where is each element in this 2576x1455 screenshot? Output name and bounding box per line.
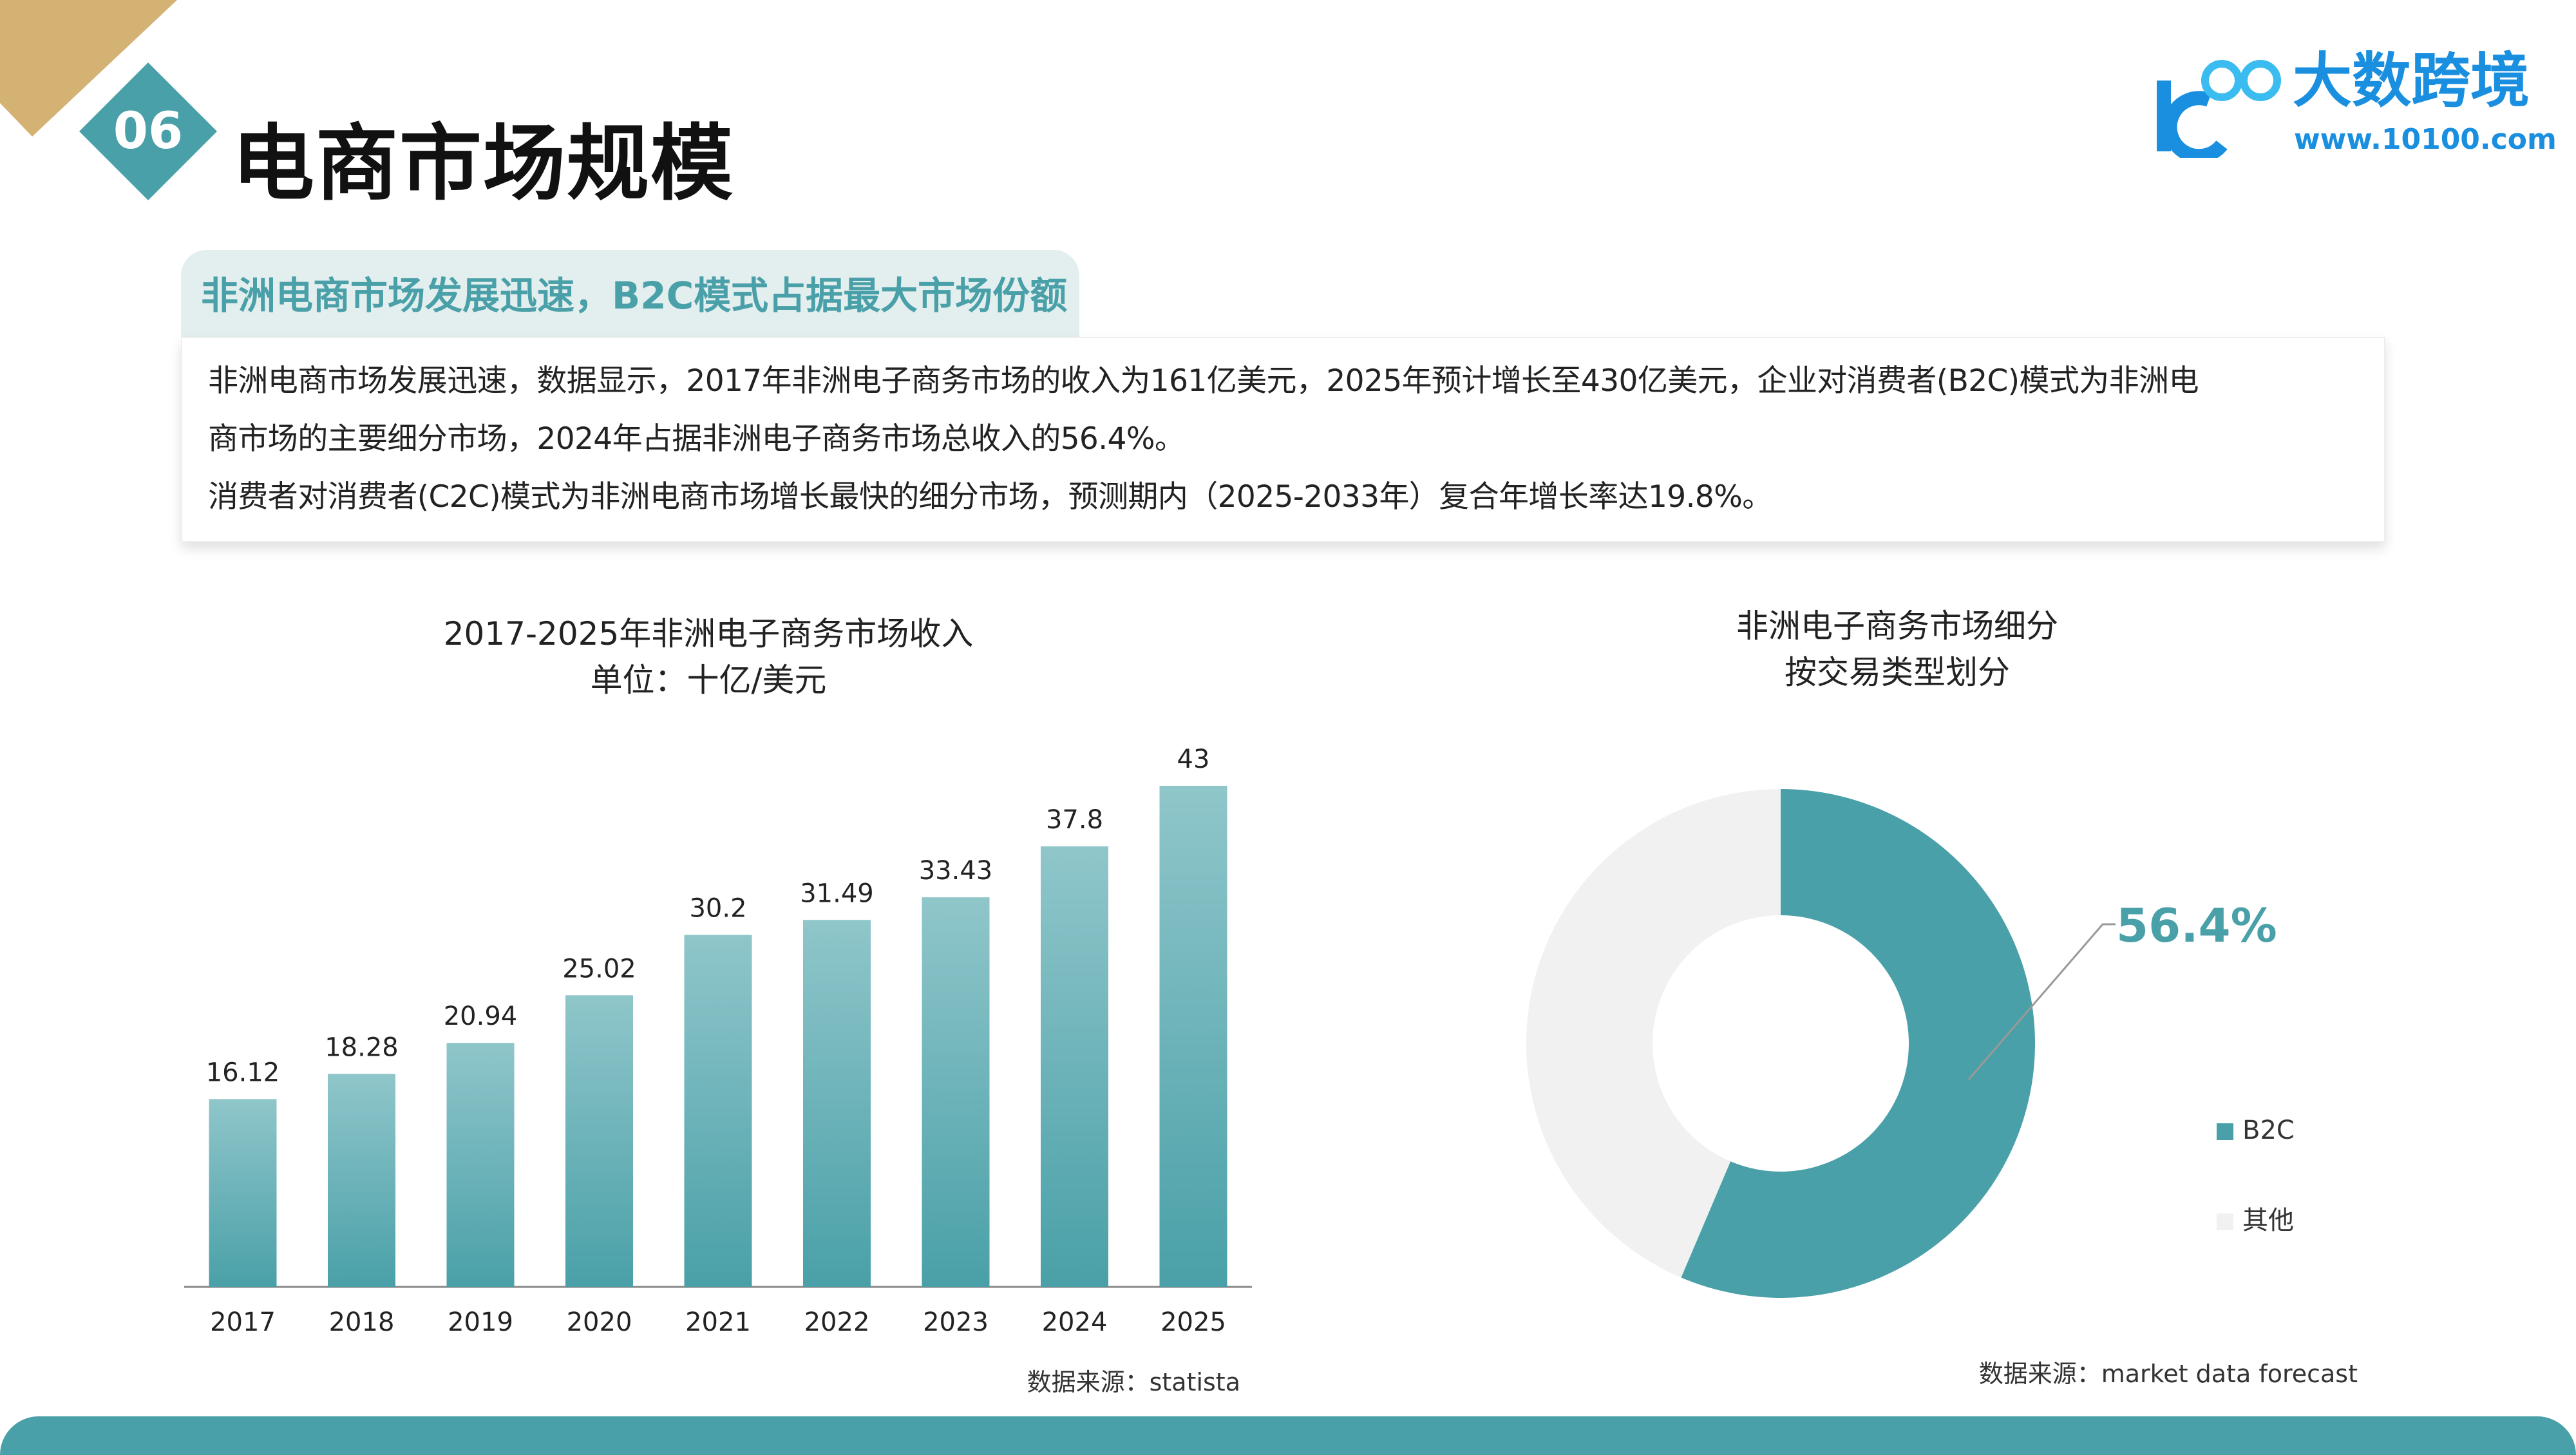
bar-2021: [684, 935, 752, 1287]
legend-swatch: [2217, 1213, 2233, 1230]
section-badge-diamond: [79, 62, 217, 200]
page-title: 电商市场规模: [232, 116, 735, 212]
bar-value-label: 43: [1177, 745, 1210, 774]
corner-decoration: [0, 0, 177, 137]
x-tick-label: 2020: [567, 1308, 632, 1337]
bar-2022: [803, 920, 871, 1287]
bar-value-label: 37.8: [1046, 805, 1103, 835]
logo-name: 大数跨境: [2293, 46, 2530, 115]
bar-2025: [1159, 786, 1227, 1287]
bar-2020: [565, 995, 633, 1287]
legend-label: B2C: [2242, 1116, 2295, 1145]
legend-other: 其他: [2217, 1199, 2294, 1237]
donut-chart-subtitle: 按交易类型划分: [1785, 654, 2010, 691]
bar-2024: [1041, 846, 1108, 1287]
donut-chart-title: 非洲电子商务市场细分: [1736, 607, 2058, 645]
b2c-percent-label: 56.4%: [2116, 899, 2277, 953]
bar-2017: [209, 1099, 277, 1287]
donut-slice-other: [1526, 789, 1781, 1278]
bar-value-label: 18.28: [325, 1032, 399, 1062]
x-tick-label: 2017: [210, 1308, 276, 1337]
summary-box: 非洲电商市场发展迅速，数据显示，2017年非洲电子商务市场的收入为161亿美元，…: [181, 337, 2385, 542]
leader-line: [1967, 923, 2116, 1080]
summary-line: 消费者对消费者(C2C)模式为非洲电商市场增长最快的细分市场，预测期内（2025…: [208, 479, 1772, 515]
x-tick-label: 2025: [1160, 1308, 1226, 1337]
donut-chart: [1526, 789, 2116, 1298]
bar-value-label: 20.94: [444, 1002, 518, 1031]
summary-tab: [181, 250, 1079, 340]
legend-swatch: [2217, 1123, 2233, 1140]
summary-heading: 非洲电商市场发展迅速，B2C模式占据最大市场份额: [201, 274, 1068, 318]
x-tick-label: 2022: [804, 1308, 870, 1337]
bar-value-label: 33.43: [919, 856, 993, 886]
legend-label: 其他: [2242, 1206, 2294, 1235]
donut-chart-source: 数据来源：market data forecast: [1978, 1360, 2358, 1388]
summary-line: 非洲电商市场发展迅速，数据显示，2017年非洲电子商务市场的收入为161亿美元，…: [208, 363, 2199, 399]
footer-bar: [0, 1416, 2576, 1455]
x-tick-label: 2018: [329, 1308, 395, 1337]
x-tick-label: 2021: [685, 1308, 751, 1337]
logo-mark-icon: [2157, 60, 2281, 158]
legend-b2c: B2C: [2217, 1116, 2295, 1145]
bar-2019: [446, 1043, 515, 1287]
bar-value-label: 25.02: [562, 954, 636, 984]
bar-2023: [922, 897, 990, 1287]
bar-chart-subtitle: 单位：十亿/美元: [590, 661, 827, 699]
section-number: 06: [113, 102, 184, 160]
bar-2018: [328, 1074, 395, 1287]
x-tick-label: 2023: [923, 1308, 989, 1337]
x-tick-label: 2024: [1042, 1308, 1108, 1337]
bar-chart-title: 2017-2025年非洲电子商务市场收入: [443, 615, 974, 652]
bar-chart: 16.12 2017 18.28 2018 20.94 2019 25.02 2020 30.2…: [184, 745, 1252, 1337]
bar-chart-source: 数据来源：statista: [1027, 1368, 1240, 1396]
bar-value-label: 30.2: [689, 894, 746, 924]
summary-line: 商市场的主要细分市场，2024年占据非洲电子商务市场总收入的56.4%。: [208, 421, 1185, 457]
donut-slice-b2c: [1681, 789, 2035, 1298]
bar-value-label: 31.49: [800, 879, 874, 908]
x-tick-label: 2019: [448, 1308, 513, 1337]
logo-url[interactable]: www.10100.com: [2294, 123, 2557, 156]
bar-value-label: 16.12: [206, 1058, 280, 1087]
